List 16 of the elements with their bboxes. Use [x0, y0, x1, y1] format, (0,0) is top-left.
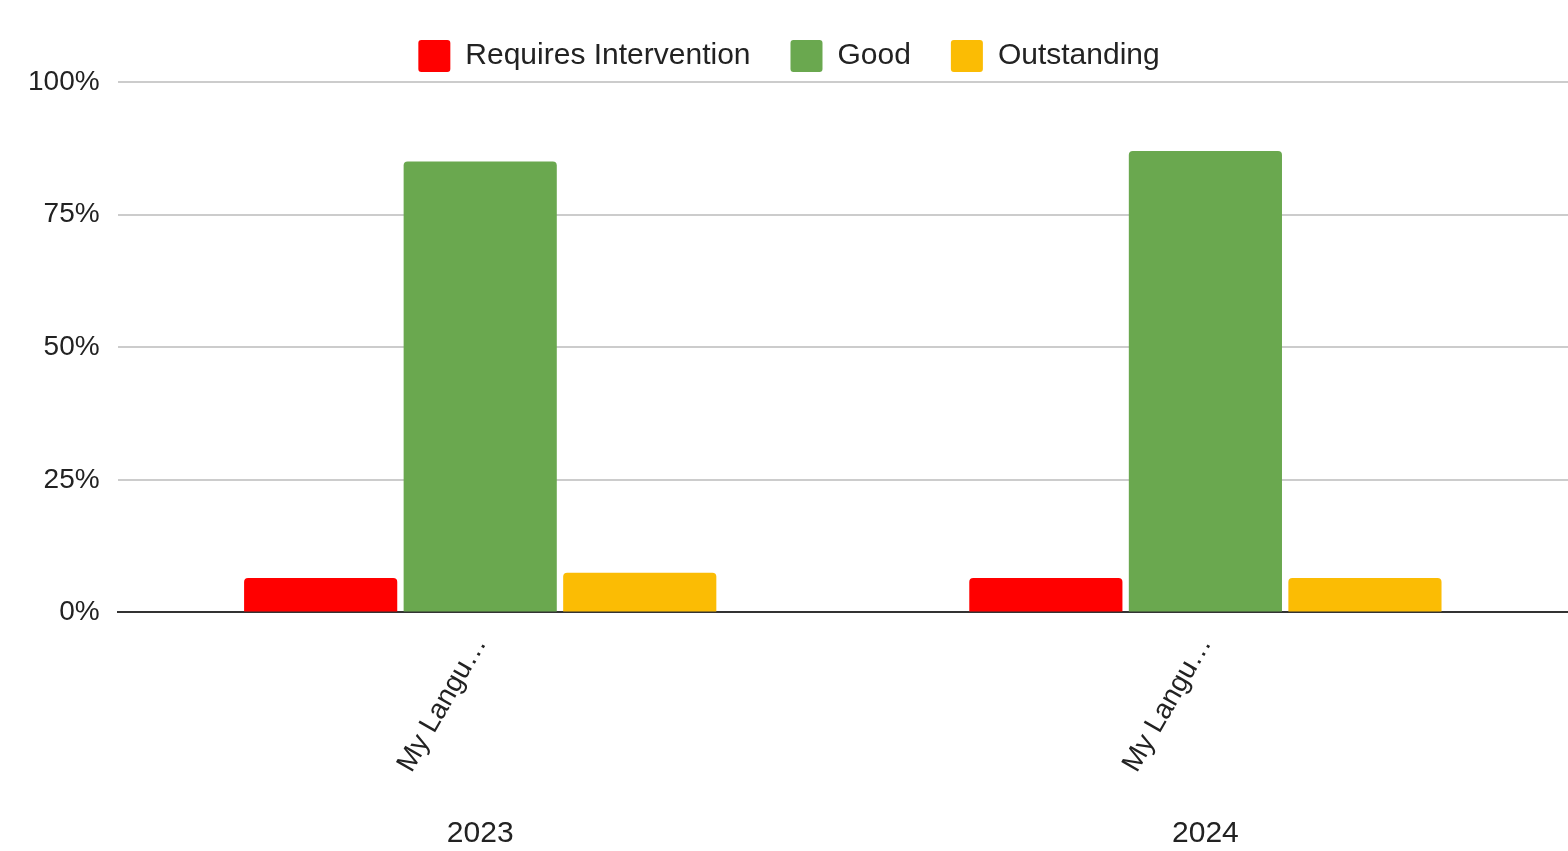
- bar: [969, 577, 1123, 612]
- text: 2023: [446, 815, 514, 849]
- text: 2024: [1172, 815, 1239, 849]
- y-tick-label: 100%: [27, 64, 100, 96]
- y-tick-label: 75%: [43, 197, 100, 229]
- legend-label: Outstanding: [997, 37, 1160, 71]
- y-tick-label: 50%: [43, 329, 100, 361]
- bar: [1128, 150, 1282, 612]
- y-tick-label: 25%: [43, 462, 100, 494]
- bar: [244, 577, 398, 612]
- y-tick-label: 0%: [59, 595, 100, 627]
- legend-label: Good: [837, 37, 911, 71]
- bar: [1288, 577, 1442, 612]
- legend-label: Requires Intervention: [465, 37, 751, 71]
- bar: [403, 161, 557, 612]
- bar: [563, 572, 717, 612]
